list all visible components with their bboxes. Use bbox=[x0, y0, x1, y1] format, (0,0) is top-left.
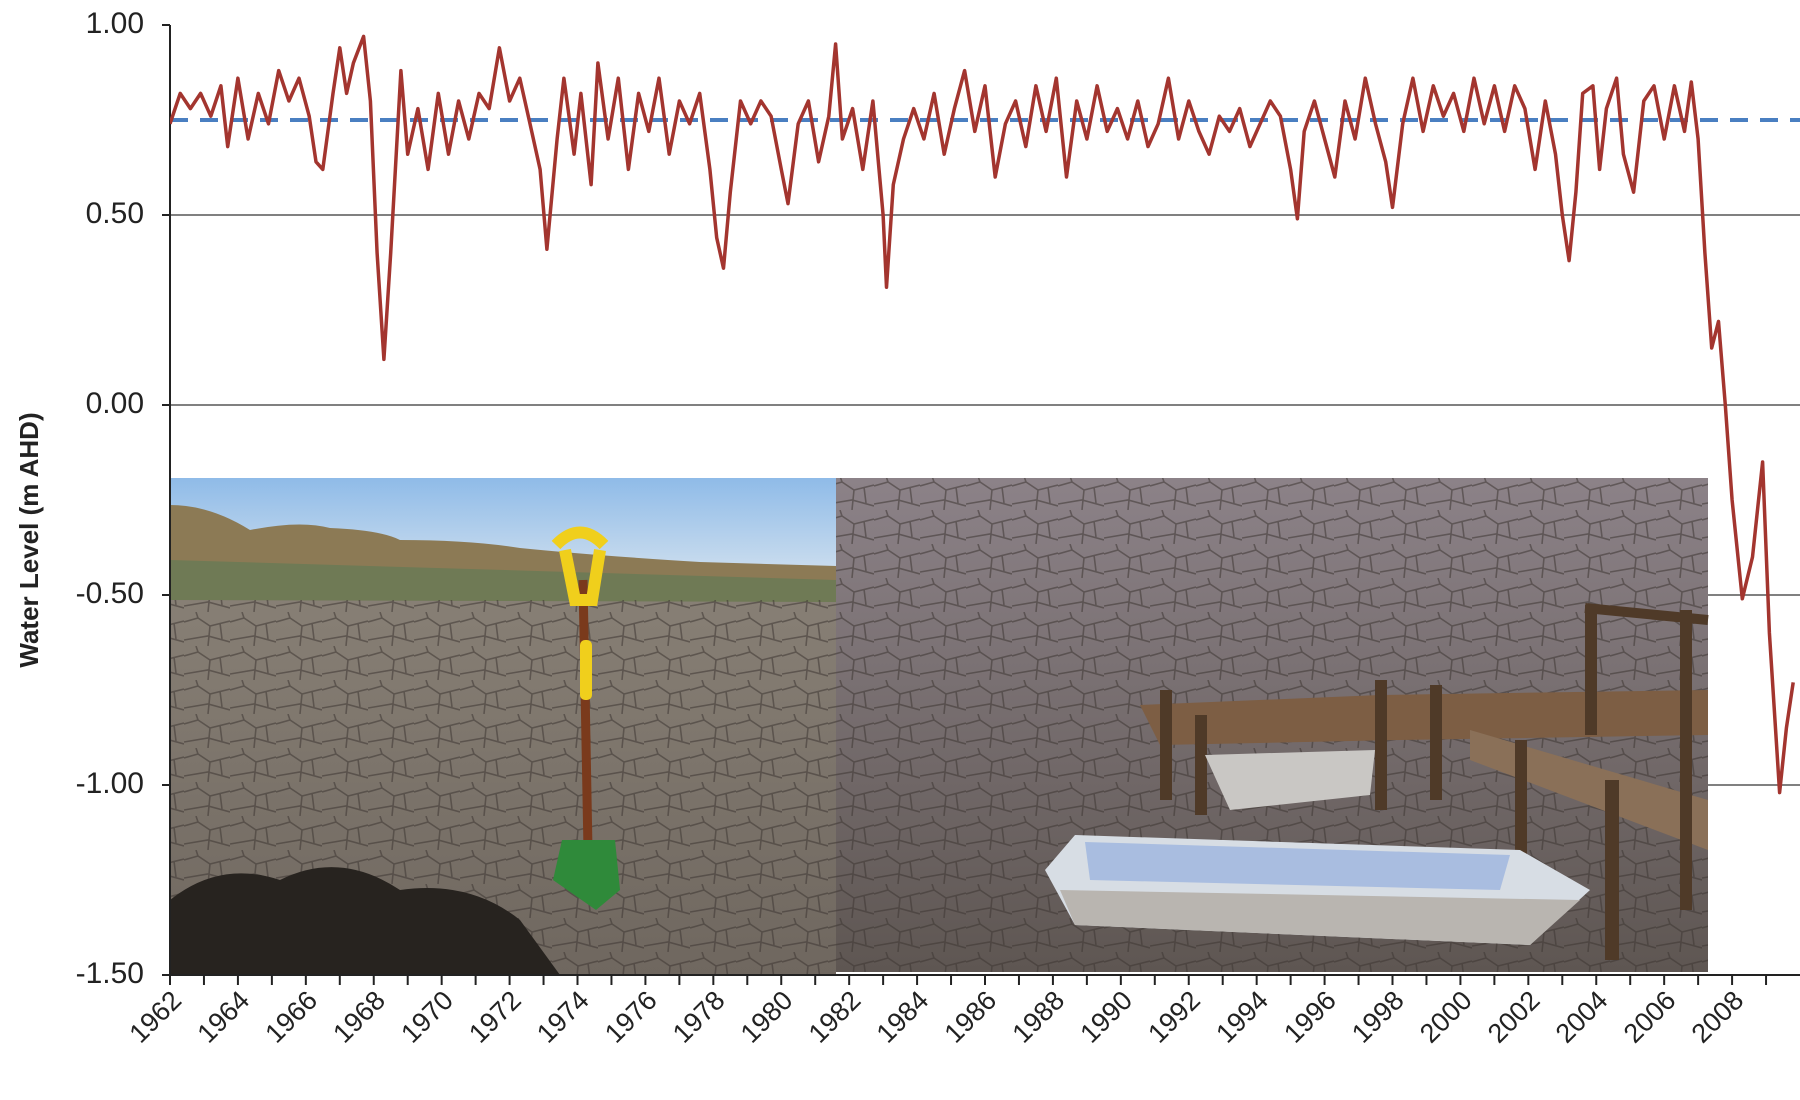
x-tick-label: 2000 bbox=[1414, 985, 1478, 1049]
x-tick-label: 2006 bbox=[1618, 985, 1682, 1049]
x-tick-label: 1964 bbox=[192, 985, 256, 1049]
y-tick-label: -1.00 bbox=[76, 767, 144, 800]
chart: 1.00 0.50 0.00 -0.50 -1.00 -1.50 Water Level (… bbox=[0, 0, 1800, 1100]
x-tick-label: 2008 bbox=[1686, 985, 1750, 1049]
x-tick-label: 1992 bbox=[1142, 985, 1206, 1049]
x-tick-label: 1966 bbox=[259, 985, 323, 1049]
x-tick-label: 1982 bbox=[803, 985, 867, 1049]
x-tick-label: 1986 bbox=[939, 985, 1003, 1049]
x-tick-label: 1974 bbox=[531, 985, 595, 1049]
x-tick-label: 1962 bbox=[124, 985, 188, 1049]
x-tick-label: 1968 bbox=[327, 985, 391, 1049]
photo-dry-lake-shovel bbox=[170, 478, 836, 975]
x-tick-label: 1994 bbox=[1210, 985, 1274, 1049]
x-tick-label: 2004 bbox=[1550, 985, 1614, 1049]
x-tick-label: 2002 bbox=[1482, 985, 1546, 1049]
x-tick-label: 1972 bbox=[463, 985, 527, 1049]
x-tick-label: 1970 bbox=[395, 985, 459, 1049]
y-tick-label: 0.00 bbox=[86, 387, 144, 420]
y-tick-label: 0.50 bbox=[86, 197, 144, 230]
x-tick-label: 1990 bbox=[1074, 985, 1138, 1049]
x-tick-label: 1976 bbox=[599, 985, 663, 1049]
photo-dry-lake-jetty bbox=[836, 478, 1708, 972]
x-tick-label: 1996 bbox=[1278, 985, 1342, 1049]
y-tick-label: 1.00 bbox=[86, 7, 144, 40]
x-tick-label: 1998 bbox=[1346, 985, 1410, 1049]
y-tick-label: -0.50 bbox=[76, 577, 144, 610]
y-axis-title: Water Level (m AHD) bbox=[14, 412, 44, 667]
x-tick-label: 1980 bbox=[735, 985, 799, 1049]
x-tick-label: 1988 bbox=[1007, 985, 1071, 1049]
y-tick-label: -1.50 bbox=[76, 957, 144, 990]
x-tick-label: 1984 bbox=[871, 985, 935, 1049]
x-tick-label: 1978 bbox=[667, 985, 731, 1049]
